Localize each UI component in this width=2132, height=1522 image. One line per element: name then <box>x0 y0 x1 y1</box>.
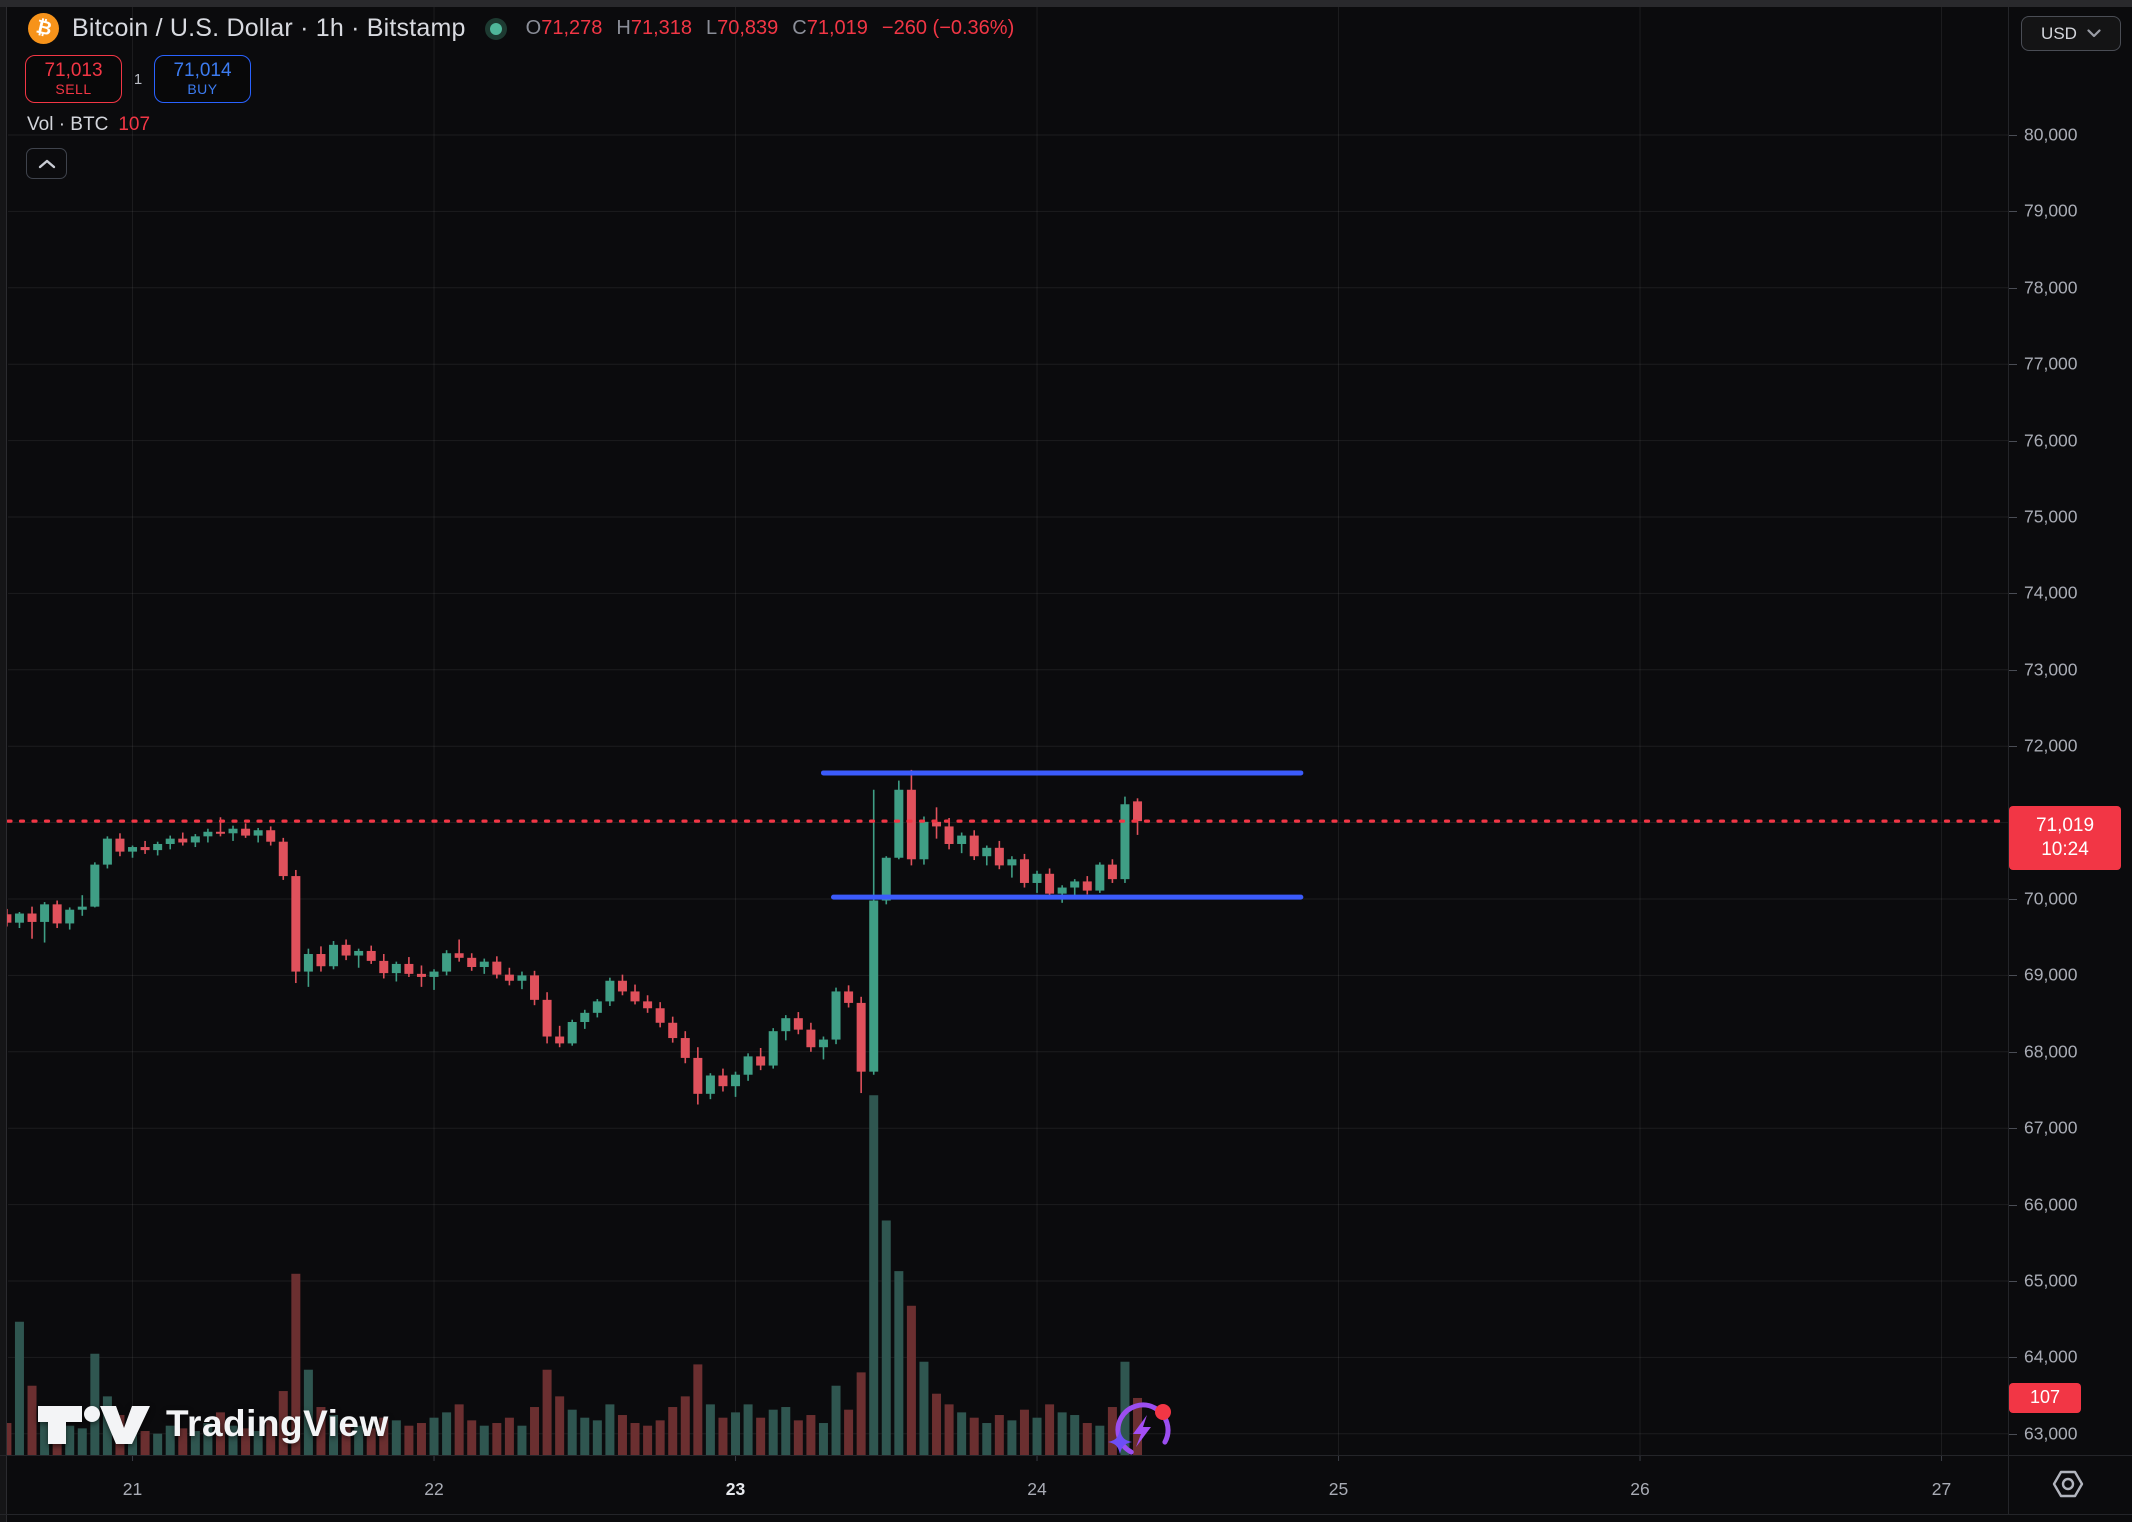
price-axis-tick <box>2009 135 2017 136</box>
price-axis-tick <box>2009 211 2017 213</box>
last-volume-tag: 107 <box>2009 1382 2081 1413</box>
price-axis-label: 77,000 <box>2024 353 2078 374</box>
time-axis-label: 24 <box>1027 1479 1047 1499</box>
price-axis-label: 75,000 <box>2024 506 2078 527</box>
spread-value: 1 <box>133 70 143 88</box>
price-axis-label: 67,000 <box>2024 1117 2078 1138</box>
lightning-icon <box>1133 1415 1151 1447</box>
price-axis[interactable]: 80,000 79,000 78,000 77,000 76,000 75,000 74,0… <box>2009 0 2132 1455</box>
sell-label: SELL <box>55 80 92 97</box>
price-scale-settings-icon[interactable] <box>2049 1465 2087 1503</box>
close-label: C <box>792 17 807 39</box>
sell-button[interactable]: 71,013 SELL <box>25 55 122 103</box>
price-axis-tick <box>2009 287 2017 289</box>
chevron-down-icon <box>2087 29 2101 38</box>
price-axis-label: 74,000 <box>2024 582 2078 603</box>
ai-assistant-icon[interactable] <box>1106 1397 1176 1463</box>
last-price-tag: 71,019 10:24 <box>2009 806 2121 871</box>
collapse-panel-button[interactable] <box>26 148 67 179</box>
data-status-icon[interactable] <box>484 17 507 40</box>
price-axis-label: 73,000 <box>2024 659 2078 680</box>
price-axis-tick <box>2009 899 2017 900</box>
ohlc-values: O71,278 H71,318 L70,839 C71,019 −260 (−0… <box>526 17 1015 40</box>
price-axis-label: 66,000 <box>2024 1194 2078 1215</box>
price-axis-tick <box>2009 975 2017 977</box>
price-axis-label: 70,000 <box>2024 888 2078 909</box>
sell-price: 71,013 <box>44 59 103 81</box>
tradingview-watermark: TradingView <box>36 1398 389 1450</box>
buy-label: BUY <box>187 80 218 97</box>
currency-dropdown[interactable]: USD <box>2021 16 2121 51</box>
high-label: H <box>616 17 631 39</box>
time-axis-label: 26 <box>1630 1479 1650 1499</box>
volume-legend-value: 107 <box>118 114 151 135</box>
open-value: 71,278 <box>541 17 603 39</box>
last-volume-value: 107 <box>2029 1387 2061 1408</box>
bar-countdown: 10:24 <box>2041 839 2089 861</box>
price-axis-label: 69,000 <box>2024 964 2078 985</box>
price-axis-label: 76,000 <box>2024 430 2078 451</box>
price-axis-tick <box>2009 1357 2017 1359</box>
price-axis-label: 79,000 <box>2024 200 2078 221</box>
change-value: −260 (−0.36%) <box>881 17 1015 39</box>
currency-value: USD <box>2041 23 2077 43</box>
time-axis-label: 22 <box>424 1479 444 1499</box>
time-axis-label: 27 <box>1931 1479 1952 1499</box>
time-axis-separator[interactable] <box>0 1455 2132 1456</box>
price-axis-tick <box>2009 1281 2017 1282</box>
time-axis[interactable]: 21 22 23 24 25 26 27 <box>0 1455 2008 1515</box>
close-value: 71,019 <box>806 17 868 39</box>
time-axis-label: 21 <box>122 1479 143 1499</box>
price-axis-tick <box>2009 593 2017 595</box>
chevron-up-icon <box>38 159 55 168</box>
high-value: 71,318 <box>630 17 692 39</box>
time-axis-label: 25 <box>1328 1479 1349 1499</box>
price-axis-tick <box>2009 1204 2017 1206</box>
open-label: O <box>525 17 542 39</box>
price-axis-tick <box>2009 364 2017 366</box>
volume-legend-label: Vol · BTC <box>27 114 109 135</box>
price-axis-tick <box>2009 746 2017 748</box>
window-bottom-edge <box>0 1514 2132 1515</box>
buy-price: 71,014 <box>173 59 232 81</box>
window-top-edge <box>0 0 2132 7</box>
low-label: L <box>706 17 718 39</box>
sparkle-icon <box>1108 1430 1132 1454</box>
time-axis-label: 23 <box>725 1479 746 1499</box>
price-axis-label: 64,000 <box>2024 1346 2078 1367</box>
price-axis-tick <box>2009 1433 2017 1435</box>
chart-legend: ₿ Bitcoin / U.S. Dollar · 1h · Bitstamp … <box>28 13 1014 44</box>
tradingview-logo-icon <box>38 1406 150 1444</box>
price-axis-tick <box>2009 1128 2017 1130</box>
buy-button[interactable]: 71,014 BUY <box>154 55 251 103</box>
price-axis-label: 80,000 <box>2024 124 2078 145</box>
left-toolbar-edge <box>0 7 7 1522</box>
price-axis-tick <box>2009 440 2017 442</box>
low-value: 70,839 <box>717 17 779 39</box>
bitcoin-icon: ₿ <box>28 13 59 44</box>
price-axis-label: 78,000 <box>2024 277 2078 298</box>
price-axis-tick <box>2009 669 2017 671</box>
price-axis-tick <box>2009 517 2017 518</box>
price-axis-label: 68,000 <box>2024 1041 2078 1062</box>
price-axis-label: 72,000 <box>2024 735 2078 756</box>
price-axis-label: 63,000 <box>2024 1423 2078 1444</box>
last-price-value: 71,019 <box>2035 815 2095 837</box>
price-axis-label: 65,000 <box>2024 1270 2078 1291</box>
symbol-title[interactable]: Bitcoin / U.S. Dollar · 1h · Bitstamp <box>72 14 466 42</box>
price-axis-tick <box>2009 1051 2017 1053</box>
volume-legend[interactable]: Vol · BTC 107 <box>27 114 150 136</box>
notification-dot <box>1155 1404 1171 1420</box>
trade-panel: 71,013 SELL 1 71,014 BUY <box>25 55 251 103</box>
watermark-text: TradingView <box>166 1403 389 1444</box>
price-axis-separator[interactable] <box>2008 7 2009 1515</box>
